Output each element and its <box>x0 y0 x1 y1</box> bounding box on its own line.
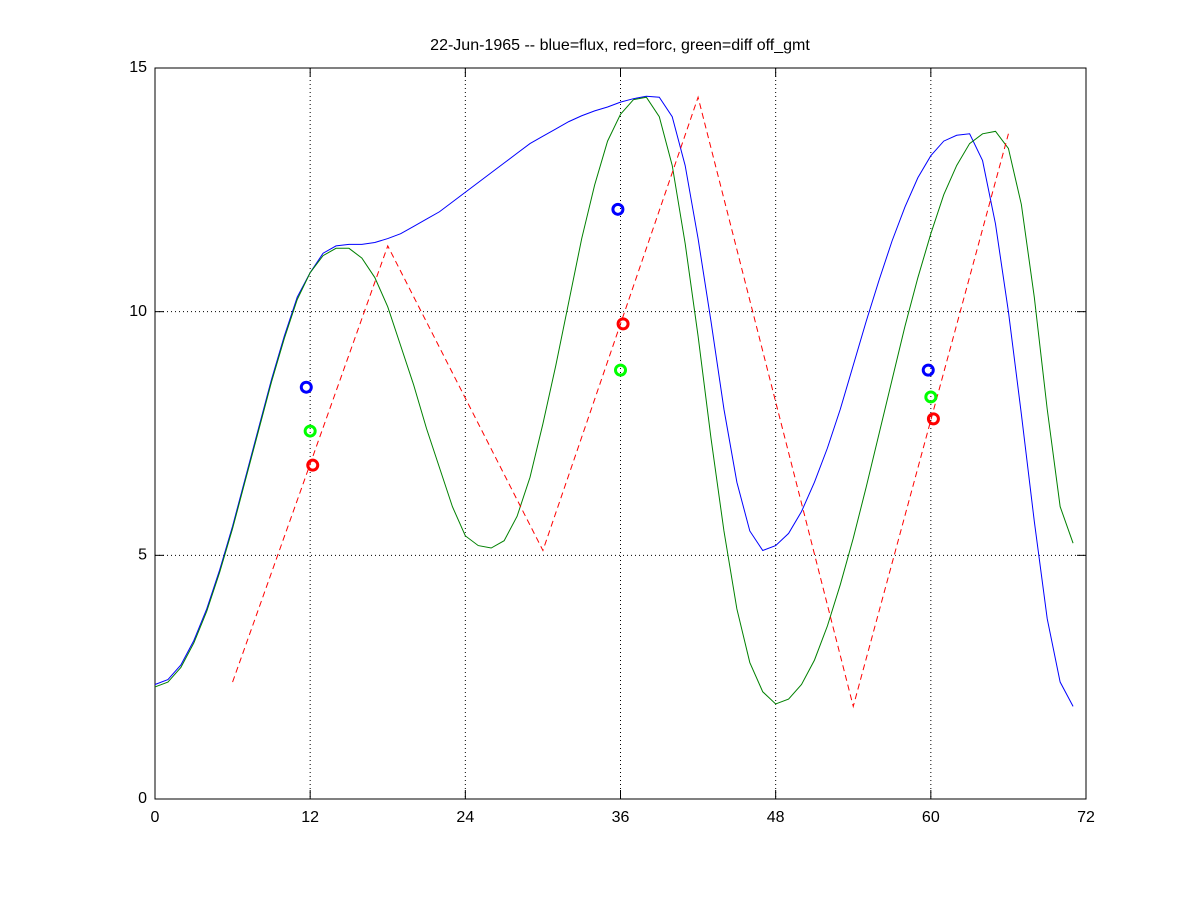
x-tick-label: 12 <box>301 809 319 826</box>
x-tick-label: 60 <box>922 809 940 826</box>
point-marker <box>303 424 317 438</box>
point-marker <box>921 363 935 377</box>
line-series <box>232 95 1009 709</box>
y-tick-label: 5 <box>138 547 147 564</box>
line-series <box>154 96 1074 705</box>
y-tick-label: 10 <box>129 303 147 320</box>
point-marker <box>616 317 630 331</box>
y-tick-label: 0 <box>138 790 147 807</box>
point-marker <box>926 412 940 426</box>
x-tick-label: 0 <box>151 809 160 826</box>
point-marker <box>611 202 625 216</box>
x-tick-label: 36 <box>612 809 630 826</box>
plot-frame <box>154 67 1087 800</box>
y-tick-label: 15 <box>129 59 147 76</box>
point-marker <box>306 458 320 472</box>
x-tick-label: 48 <box>767 809 785 826</box>
x-tick-label: 72 <box>1077 809 1095 826</box>
point-marker <box>924 390 938 404</box>
point-marker <box>614 363 627 377</box>
chart-title: 22-Jun-1965 -- blue=flux, red=forc, gree… <box>430 37 810 54</box>
x-tick-label: 24 <box>456 809 474 826</box>
point-marker <box>299 380 313 394</box>
